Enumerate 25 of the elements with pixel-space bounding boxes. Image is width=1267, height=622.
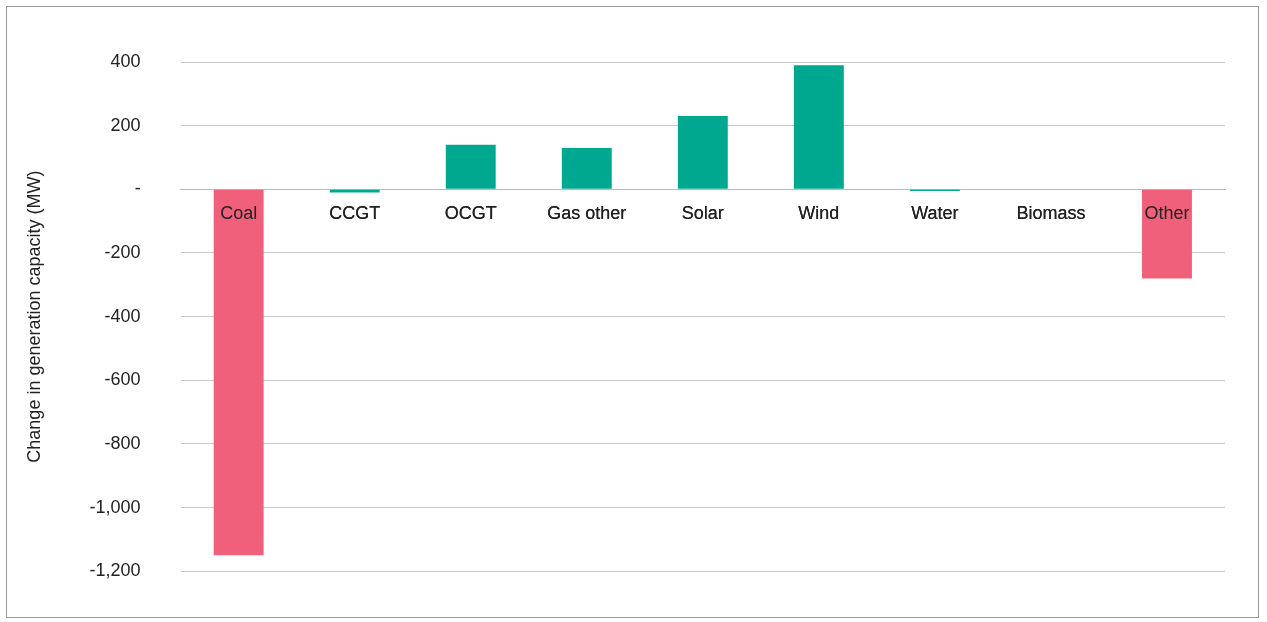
x-tick-label: Wind — [798, 203, 840, 224]
y-tick-label: -600 — [104, 369, 141, 390]
x-tick-label: Water — [911, 203, 959, 224]
bar — [213, 189, 264, 556]
y-tick-label: - — [134, 178, 141, 199]
x-tick-label: OCGT — [444, 203, 497, 224]
bar — [793, 65, 844, 189]
y-tick-label: -1,200 — [89, 560, 141, 581]
x-tick-label: CCGT — [329, 203, 381, 224]
y-tick-label: -400 — [104, 305, 141, 326]
bar — [445, 144, 496, 189]
y-tick-label: 200 — [110, 114, 141, 135]
x-tick-label: Other — [1144, 203, 1190, 224]
y-tick-label: -200 — [104, 241, 141, 262]
x-tick-label: Biomass — [1016, 203, 1086, 224]
bar — [1142, 189, 1192, 279]
x-tick-label: Solar — [681, 203, 724, 224]
x-tick-label: Coal — [220, 203, 258, 224]
bar — [677, 116, 728, 189]
y-tick-label: 400 — [110, 50, 141, 71]
y-tick-label: -1,000 — [89, 496, 141, 517]
x-tick-label: Gas other — [547, 203, 627, 224]
y-axis-title: Change in generation capacity (MW) — [23, 170, 44, 463]
y-tick-label: -800 — [104, 432, 141, 453]
bar — [561, 147, 612, 189]
